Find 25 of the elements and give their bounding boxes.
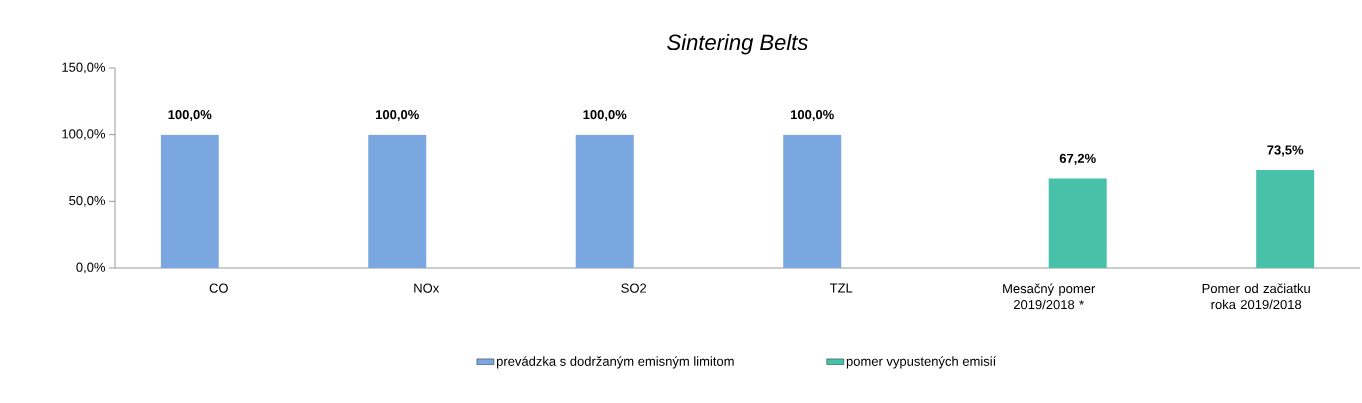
bar bbox=[160, 134, 219, 268]
y-tick-label: 100,0% bbox=[62, 129, 106, 141]
x-tick-label: Mesačný pomer 2019/2018 * bbox=[1003, 283, 1096, 310]
x-tick-label: TZL bbox=[829, 283, 853, 293]
bar bbox=[1048, 178, 1107, 268]
data-label: 100,0% bbox=[583, 110, 627, 122]
y-tick-label: 0,0% bbox=[76, 262, 106, 274]
legend-label: pomer vypustených emisií bbox=[846, 356, 997, 369]
bar bbox=[368, 134, 427, 268]
data-label: 100,0% bbox=[790, 110, 834, 122]
data-label: 67,2% bbox=[1059, 153, 1096, 165]
chart-title: Sintering Belts bbox=[667, 33, 808, 55]
x-tick-label: NOx bbox=[414, 283, 440, 293]
bar bbox=[1256, 169, 1315, 268]
data-label: 73,5% bbox=[1267, 145, 1304, 157]
x-tick-label: Pomer od začiatku roka 2019/2018 bbox=[1202, 283, 1310, 310]
y-tick-label: 150,0% bbox=[62, 62, 106, 74]
data-label: 100,0% bbox=[168, 110, 212, 122]
x-tick-label: SO2 bbox=[621, 283, 647, 293]
bar bbox=[783, 134, 842, 268]
y-tick-label: 50,0% bbox=[69, 195, 106, 207]
x-tick-label: CO bbox=[209, 283, 228, 293]
bar bbox=[575, 134, 634, 268]
legend-label: prevádzka s dodržaným emisným limitom bbox=[496, 356, 734, 369]
data-label: 100,0% bbox=[376, 110, 419, 122]
